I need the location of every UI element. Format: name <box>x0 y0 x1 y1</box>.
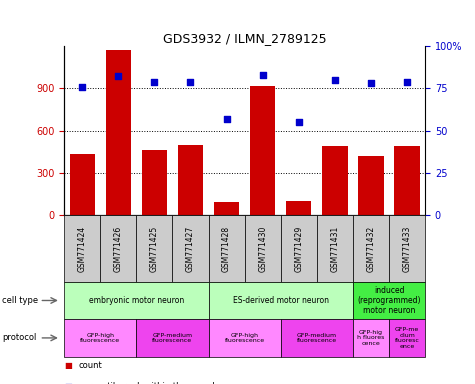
Text: GSM771424: GSM771424 <box>78 225 86 272</box>
Bar <box>142 150 167 215</box>
Point <box>151 78 158 84</box>
Bar <box>250 86 276 215</box>
Text: GFP-medium
fluorescence: GFP-medium fluorescence <box>297 333 337 343</box>
Bar <box>394 146 420 215</box>
Text: GFP-high
fluorescence: GFP-high fluorescence <box>80 333 120 343</box>
Text: GSM771432: GSM771432 <box>367 225 375 272</box>
Text: induced
(reprogrammed)
motor neuron: induced (reprogrammed) motor neuron <box>357 286 421 315</box>
Text: GSM771427: GSM771427 <box>186 225 195 272</box>
Point <box>187 78 194 84</box>
Text: GFP-me
dium
fluoresc
ence: GFP-me dium fluoresc ence <box>395 327 419 349</box>
Point <box>223 116 230 122</box>
Text: ■: ■ <box>64 382 72 384</box>
Text: GFP-medium
fluorescence: GFP-medium fluorescence <box>152 333 192 343</box>
Bar <box>286 201 312 215</box>
Text: GSM771428: GSM771428 <box>222 225 231 272</box>
Point <box>403 78 411 84</box>
Bar <box>322 146 348 215</box>
Text: GSM771430: GSM771430 <box>258 225 267 272</box>
Text: ■: ■ <box>64 361 72 370</box>
Text: GSM771429: GSM771429 <box>294 225 303 272</box>
Bar <box>214 202 239 215</box>
Text: GFP-high
fluorescence: GFP-high fluorescence <box>225 333 265 343</box>
Text: GSM771433: GSM771433 <box>403 225 411 272</box>
Point <box>78 84 86 90</box>
Point <box>114 73 122 79</box>
Text: embryonic motor neuron: embryonic motor neuron <box>89 296 184 305</box>
Bar <box>358 156 384 215</box>
Text: ES-derived motor neuron: ES-derived motor neuron <box>233 296 329 305</box>
Title: GDS3932 / ILMN_2789125: GDS3932 / ILMN_2789125 <box>163 32 326 45</box>
Text: cell type: cell type <box>2 296 38 305</box>
Text: GSM771431: GSM771431 <box>331 225 339 272</box>
Text: GSM771425: GSM771425 <box>150 225 159 272</box>
Point <box>259 72 266 78</box>
Text: count: count <box>78 361 102 370</box>
Text: percentile rank within the sample: percentile rank within the sample <box>78 382 220 384</box>
Text: GSM771426: GSM771426 <box>114 225 123 272</box>
Bar <box>178 145 203 215</box>
Text: GFP-hig
h fluores
cence: GFP-hig h fluores cence <box>357 329 385 346</box>
Point <box>367 80 375 86</box>
Point <box>295 119 303 125</box>
Bar <box>69 154 95 215</box>
Text: protocol: protocol <box>2 333 37 343</box>
Bar <box>105 50 131 215</box>
Point <box>331 77 339 83</box>
